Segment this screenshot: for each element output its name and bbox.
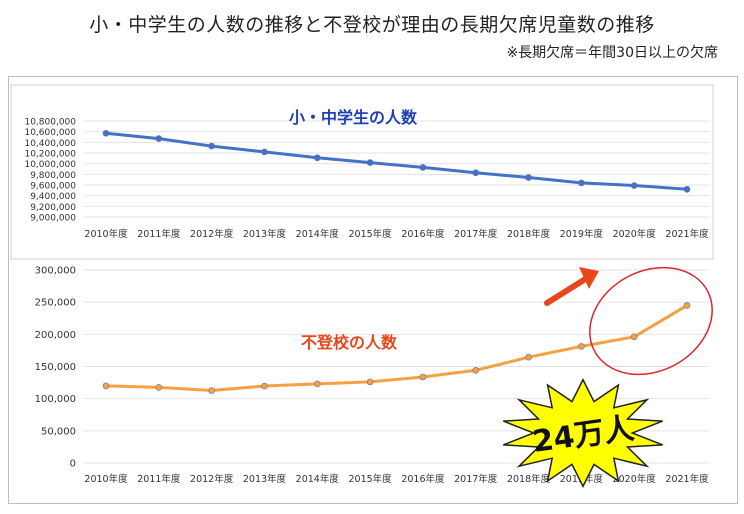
- bottom-xtick-label: 2016年度: [401, 473, 445, 485]
- top-data-point: [578, 179, 585, 187]
- highlight-ellipse: [589, 266, 713, 376]
- bottom-xtick-label: 2010年度: [84, 473, 128, 485]
- bottom-xtick-label: 2021年度: [665, 473, 709, 485]
- top-ytick-label: 9,600,000: [30, 182, 76, 192]
- top-xtick-label: 2012年度: [190, 228, 234, 240]
- top-data-point: [366, 159, 374, 166]
- starburst-badge: [503, 378, 663, 488]
- top-ytick-label: 10,400,000: [24, 139, 76, 149]
- bottom-data-point: [102, 382, 110, 390]
- top-xtick-label: 2018年度: [507, 228, 551, 240]
- top-data-point: [683, 185, 691, 193]
- bottom-ytick-label: 50,000: [41, 426, 76, 437]
- top-xtick-label: 2020年度: [613, 228, 657, 240]
- bottom-ytick-label: 200,000: [35, 330, 76, 341]
- bottom-data-point: [578, 343, 585, 350]
- bottom-xtick-label: 2020年度: [613, 473, 657, 485]
- bottom-data-point: [155, 384, 163, 391]
- bottom-ytick-label: 250,000: [35, 298, 76, 309]
- bottom-xtick-label: 2013年度: [243, 473, 287, 485]
- top-xtick-label: 2016年度: [401, 228, 445, 240]
- bottom-data-point: [366, 378, 374, 386]
- top-ytick-label: 9,200,000: [30, 203, 76, 213]
- bottom-xtick-label: 2017年度: [454, 473, 498, 485]
- bottom-ytick-label: 100,000: [35, 394, 76, 405]
- bottom-xtick-label: 2012年度: [190, 473, 234, 485]
- bottom-data-point: [208, 387, 215, 394]
- top-data-point: [102, 129, 110, 137]
- trend-arrowhead: [579, 267, 599, 289]
- top-data-point: [313, 154, 321, 162]
- top-data-point: [525, 174, 532, 181]
- bottom-xtick-label: 2015年度: [348, 473, 392, 485]
- bottom-data-point: [525, 353, 532, 361]
- bottom-series-line: [105, 304, 688, 392]
- bottom-data-point: [313, 380, 321, 388]
- bottom-xtick-label: 2018年度: [507, 473, 551, 485]
- top-data-point: [261, 148, 268, 156]
- top-xtick-label: 2019年度: [560, 228, 604, 240]
- top-data-point: [419, 164, 427, 171]
- top-data-point: [630, 182, 638, 189]
- top-ytick-label: 9,800,000: [30, 171, 76, 181]
- chart-frame: 9,000,000 9,200,000 9,400,000 9,600,000 9,80…: [8, 76, 738, 504]
- bottom-ytick-label: 150,000: [35, 362, 76, 373]
- top-ytick-label: 10,200,000: [24, 150, 76, 160]
- top-ytick-label: 10,600,000: [24, 128, 76, 138]
- bottom-ytick-label: 0: [70, 459, 76, 470]
- bottom-data-point: [683, 302, 691, 309]
- bottom-xtick-label: 2014年度: [296, 473, 340, 485]
- bottom-xtick-label: 2011年度: [137, 473, 181, 485]
- top-xtick-label: 2010年度: [84, 228, 128, 240]
- top-xtick-label: 2015年度: [348, 228, 392, 240]
- bottom-ytick-label: 300,000: [35, 266, 76, 277]
- page-title: 小・中学生の人数の推移と不登校が理由の長期欠席児童数の推移: [89, 14, 655, 36]
- top-ytick-label: 9,000,000: [30, 214, 76, 224]
- top-xtick-label: 2014年度: [296, 228, 340, 240]
- top-data-point: [155, 135, 163, 142]
- bottom-data-point: [261, 382, 268, 390]
- bottom-data-point: [630, 333, 638, 341]
- top-xtick-label: 2013年度: [243, 228, 287, 240]
- top-xtick-label: 2017年度: [454, 228, 498, 240]
- top-data-point: [208, 142, 215, 150]
- top-ytick-label: 10,000,000: [24, 160, 76, 170]
- top-series-line: [105, 131, 688, 191]
- footnote: ※長期欠席＝年間30日以上の欠席: [506, 45, 718, 61]
- top-chart-title: 小・中学生の人数: [289, 108, 418, 127]
- top-ytick-label: 9,400,000: [30, 192, 76, 202]
- top-xtick-label: 2021年度: [665, 228, 709, 240]
- chart-canvas: 9,000,0009,200,0009,400,0009,600,0009,80…: [10, 84, 714, 488]
- top-ytick-label: 10,800,000: [24, 118, 76, 128]
- trend-arrow: [544, 275, 590, 306]
- top-chart-panel: [10, 84, 714, 260]
- bottom-chart-title: 不登校の人数: [301, 333, 398, 352]
- bottom-data-point: [472, 367, 480, 374]
- top-data-point: [472, 169, 480, 177]
- bottom-data-point: [419, 373, 427, 381]
- top-xtick-label: 2011年度: [137, 228, 181, 240]
